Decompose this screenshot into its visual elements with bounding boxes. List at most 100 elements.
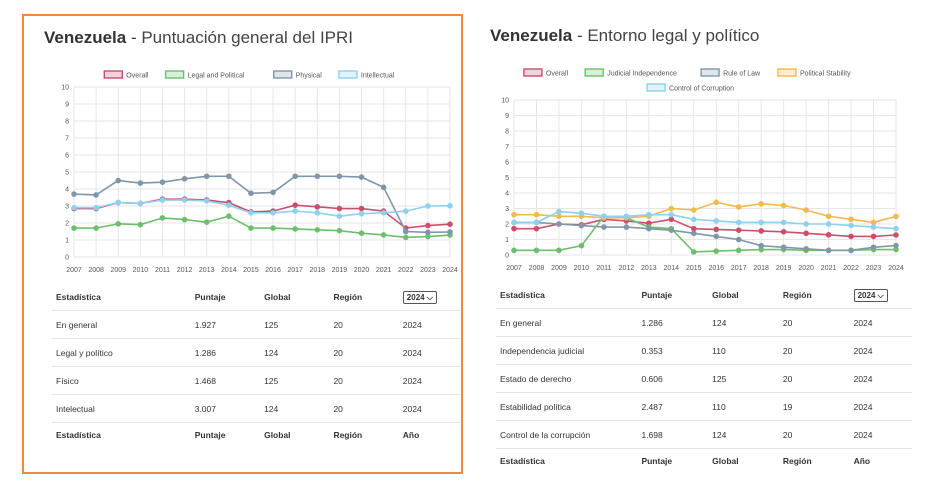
data-point[interactable] — [690, 230, 697, 237]
data-point[interactable] — [425, 222, 431, 229]
legend-item-judicial-independence[interactable]: Judicial Independence — [584, 68, 677, 78]
data-point[interactable] — [690, 225, 697, 232]
data-point[interactable] — [533, 247, 540, 254]
data-point[interactable] — [358, 210, 365, 217]
data-point[interactable] — [825, 232, 832, 238]
data-point[interactable] — [402, 208, 409, 214]
data-point[interactable] — [825, 213, 832, 220]
data-point[interactable] — [601, 224, 607, 230]
data-point[interactable] — [358, 230, 365, 236]
data-point[interactable] — [159, 197, 166, 203]
data-point[interactable] — [870, 233, 877, 240]
data-point[interactable] — [735, 204, 742, 210]
data-point[interactable] — [511, 211, 517, 218]
data-point[interactable] — [848, 247, 854, 254]
data-point[interactable] — [848, 233, 854, 240]
data-point[interactable] — [226, 202, 232, 208]
data-point[interactable] — [870, 219, 877, 226]
data-point[interactable] — [226, 173, 232, 180]
legend-item-physical[interactable]: Physical — [272, 70, 323, 80]
data-point[interactable] — [248, 225, 254, 231]
data-point[interactable] — [71, 204, 77, 211]
data-point[interactable] — [115, 199, 122, 206]
data-point[interactable] — [336, 213, 343, 219]
data-point[interactable] — [380, 232, 387, 238]
data-point[interactable] — [825, 221, 832, 227]
data-point[interactable] — [713, 226, 720, 233]
data-point[interactable] — [314, 210, 321, 216]
data-point[interactable] — [270, 189, 276, 196]
data-point[interactable] — [137, 200, 144, 207]
data-point[interactable] — [402, 234, 409, 241]
data-point[interactable] — [646, 211, 652, 218]
year-select[interactable]: 2024 ⌵ — [402, 290, 437, 304]
data-point[interactable] — [690, 249, 697, 255]
data-point[interactable] — [713, 248, 720, 254]
data-point[interactable] — [713, 218, 720, 224]
data-point[interactable] — [533, 219, 540, 226]
year-select-cell[interactable]: 2024 ⌵ — [399, 284, 460, 311]
data-point[interactable] — [735, 227, 742, 233]
data-point[interactable] — [578, 210, 585, 216]
data-point[interactable] — [270, 225, 276, 231]
data-point[interactable] — [668, 227, 675, 233]
data-point[interactable] — [292, 226, 298, 232]
data-point[interactable] — [623, 213, 630, 220]
data-point[interactable] — [870, 244, 877, 251]
data-point[interactable] — [380, 210, 387, 216]
data-point[interactable] — [556, 247, 562, 254]
data-point[interactable] — [159, 215, 166, 221]
data-point[interactable] — [511, 219, 517, 226]
data-point[interactable] — [780, 202, 787, 209]
data-point[interactable] — [292, 202, 298, 208]
data-point[interactable] — [556, 221, 562, 227]
data-point[interactable] — [314, 204, 321, 210]
data-point[interactable] — [735, 247, 742, 254]
data-point[interactable] — [803, 207, 809, 213]
data-point[interactable] — [511, 247, 517, 254]
data-point[interactable] — [735, 219, 742, 226]
data-point[interactable] — [870, 224, 877, 230]
data-point[interactable] — [248, 210, 254, 216]
data-point[interactable] — [93, 204, 99, 211]
data-point[interactable] — [358, 174, 365, 180]
data-point[interactable] — [578, 222, 585, 229]
data-point[interactable] — [758, 228, 764, 234]
data-point[interactable] — [848, 222, 854, 229]
data-point[interactable] — [292, 173, 298, 180]
data-point[interactable] — [780, 228, 787, 235]
legend-item-political-stability[interactable]: Political Stability — [777, 68, 851, 78]
year-select-cell[interactable]: 2024 ⌵ — [850, 282, 912, 309]
data-point[interactable] — [181, 197, 188, 203]
data-point[interactable] — [848, 216, 854, 223]
data-point[interactable] — [336, 205, 343, 212]
data-point[interactable] — [447, 229, 453, 235]
data-point[interactable] — [780, 219, 787, 226]
data-point[interactable] — [181, 216, 188, 223]
data-point[interactable] — [690, 216, 697, 223]
data-point[interactable] — [159, 179, 166, 185]
data-point[interactable] — [803, 221, 809, 227]
data-point[interactable] — [71, 225, 77, 231]
legend-item-overall[interactable]: Overall — [523, 68, 569, 78]
data-point[interactable] — [623, 224, 630, 230]
legend-item-rule-of-law[interactable]: Rule of Law — [700, 68, 761, 78]
data-point[interactable] — [226, 213, 232, 219]
data-point[interactable] — [713, 199, 720, 206]
data-point[interactable] — [533, 225, 540, 232]
data-point[interactable] — [358, 205, 365, 212]
data-point[interactable] — [137, 180, 144, 186]
data-point[interactable] — [803, 230, 809, 237]
data-point[interactable] — [93, 225, 99, 231]
data-point[interactable] — [336, 173, 343, 180]
data-point[interactable] — [203, 198, 210, 204]
data-point[interactable] — [115, 177, 122, 184]
data-point[interactable] — [203, 219, 210, 225]
data-point[interactable] — [578, 242, 585, 249]
data-point[interactable] — [511, 225, 517, 232]
data-point[interactable] — [270, 210, 276, 216]
data-point[interactable] — [690, 207, 697, 213]
data-point[interactable] — [402, 228, 409, 235]
data-point[interactable] — [758, 242, 764, 249]
legend-item-control-of-corruption[interactable]: Control of Corruption — [646, 83, 734, 93]
